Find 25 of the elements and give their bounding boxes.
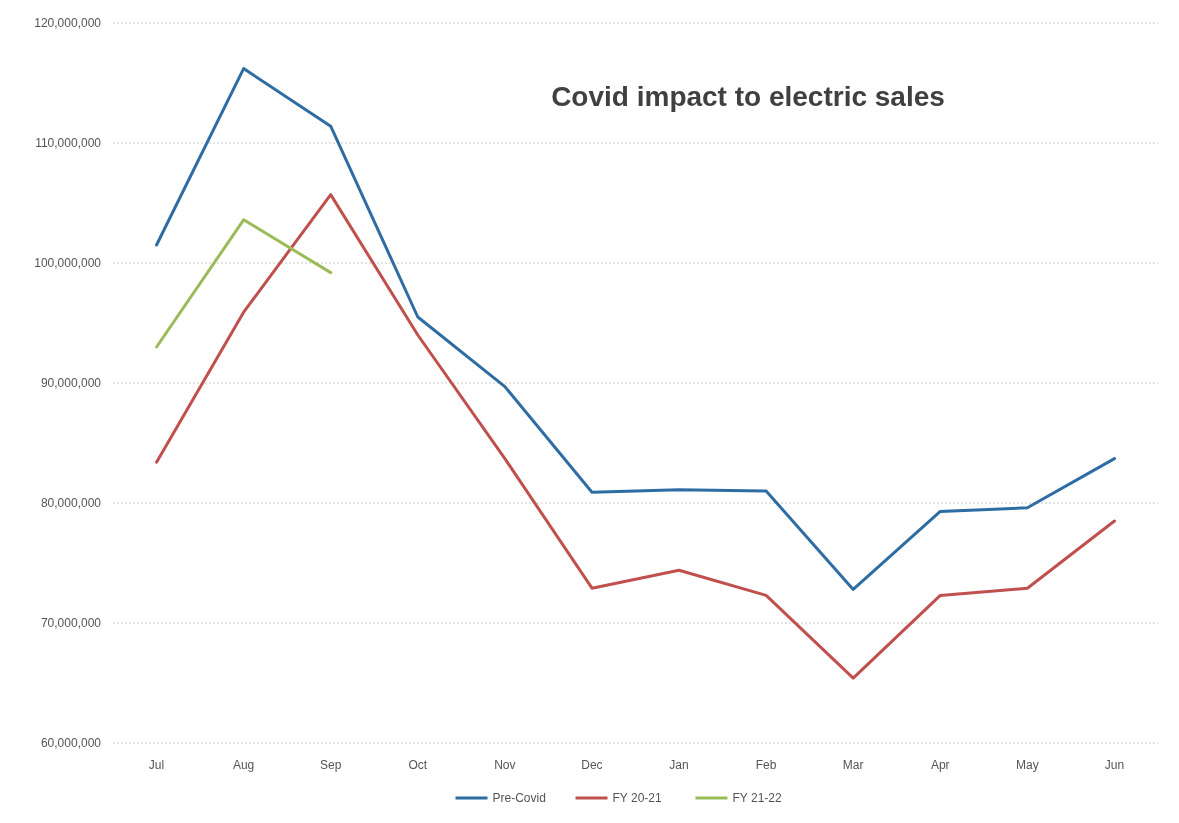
text: Covid impact to electric sales <box>551 81 945 112</box>
legend-label: Pre-Covid <box>492 791 546 806</box>
y-tick-label: 80,000,000 <box>40 496 102 511</box>
y-tick-label: 60,000,000 <box>40 736 102 751</box>
y-tick-label: 90,000,000 <box>40 376 102 391</box>
x-tick-label: Feb <box>755 758 777 772</box>
y-tick-label: 110,000,000 <box>35 136 102 151</box>
x-tick-label: Oct <box>408 758 428 772</box>
line-series <box>155 193 1116 680</box>
x-tick-label: Sep <box>320 758 342 772</box>
x-tick-label: Jul <box>148 758 165 772</box>
x-tick-label: Jun <box>1104 758 1125 772</box>
x-tick-label: Nov <box>494 758 516 772</box>
y-tick-label: 120,000,000 <box>34 16 102 31</box>
x-tick-label: May <box>1016 758 1039 772</box>
legend-label: FY 21-22 <box>732 791 782 806</box>
x-tick-label: Apr <box>930 758 950 772</box>
y-tick-label: 100,000,000 <box>34 256 102 271</box>
x-tick-label: Mar <box>842 758 864 772</box>
y-tick-label: 70,000,000 <box>40 616 102 631</box>
line-series <box>155 67 1116 591</box>
x-tick-label: Dec <box>581 758 603 772</box>
x-tick-label: Aug <box>232 758 255 772</box>
x-tick-label: Jan <box>669 758 689 772</box>
legend-label: FY 20-21 <box>612 791 662 806</box>
